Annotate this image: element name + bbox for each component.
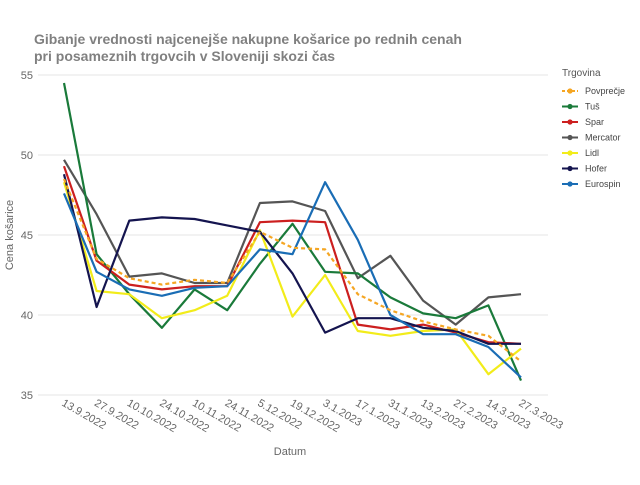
y-tick-label: 50 bbox=[21, 150, 33, 162]
legend-label: Lidl bbox=[585, 148, 599, 158]
series-lines bbox=[62, 82, 523, 382]
legend-label: Spar bbox=[585, 117, 604, 127]
y-tick-label: 40 bbox=[21, 310, 33, 322]
y-axis-title: Cena košarice bbox=[4, 200, 16, 270]
y-tick-label: 45 bbox=[21, 230, 33, 242]
y-tick-label: 35 bbox=[21, 390, 33, 402]
chart-title-line-1: Gibanje vrednosti najcenejše nakupne koš… bbox=[34, 31, 462, 47]
series-line-povprečje bbox=[62, 178, 522, 363]
legend-swatch-marker bbox=[567, 165, 573, 172]
series-line-mercator bbox=[63, 159, 522, 326]
legend-items: Povprečje Tuš Spar Mercator Lidl Hofer Eurospi… bbox=[562, 86, 625, 189]
y-axis-ticks: 35 40 45 50 55 bbox=[21, 70, 33, 402]
legend-label: Hofer bbox=[585, 164, 607, 174]
legend-label: Povprečje bbox=[585, 86, 625, 96]
legend-swatch-marker bbox=[567, 150, 573, 156]
series-line-hofer bbox=[62, 173, 521, 345]
legend-label: Tuš bbox=[585, 102, 600, 112]
series-line-eurospin bbox=[62, 181, 522, 379]
gridlines bbox=[38, 74, 548, 396]
legend-swatch-marker bbox=[567, 181, 573, 187]
legend-swatch-marker bbox=[567, 119, 573, 125]
legend-label: Eurospin bbox=[585, 179, 621, 189]
legend-label: Mercator bbox=[585, 133, 621, 143]
y-tick-label: 55 bbox=[21, 70, 33, 82]
series-line-tuš bbox=[62, 82, 523, 382]
chart-title-line-2: pri posameznih trgovcih v Sloveniji skoz… bbox=[34, 48, 335, 64]
legend-swatch-marker bbox=[567, 88, 573, 94]
x-axis-ticks: 13.9.202227.9.202210.10.202224.10.202210… bbox=[60, 397, 565, 435]
legend: Trgovina Povprečje Tuš Spar Mercator Lidl Hof… bbox=[562, 68, 625, 189]
legend-swatch-marker bbox=[567, 103, 573, 110]
legend-swatch-marker bbox=[567, 134, 573, 141]
x-axis-title: Datum bbox=[274, 446, 306, 458]
legend-title: Trgovina bbox=[562, 68, 601, 79]
